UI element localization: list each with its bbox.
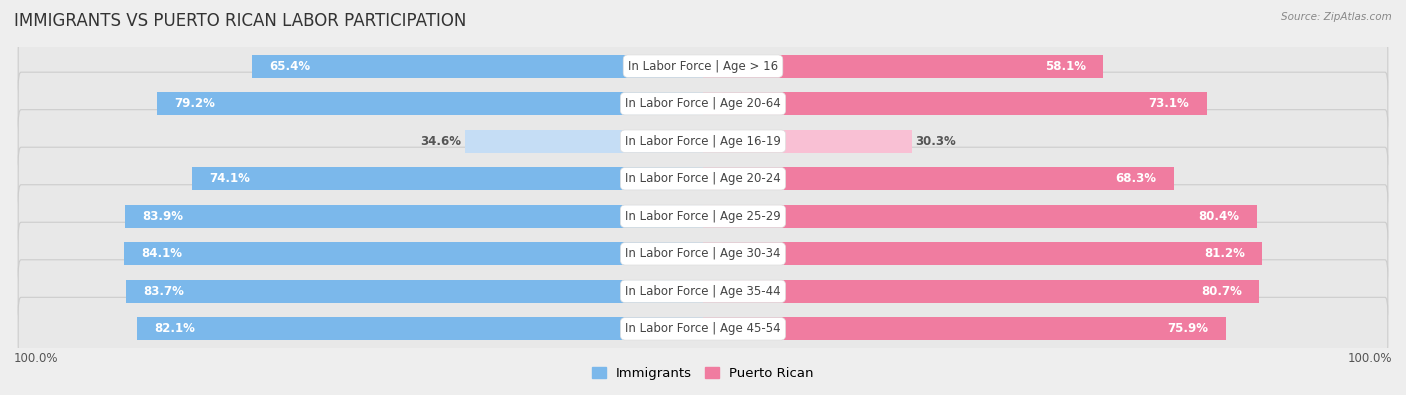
Text: 80.4%: 80.4% xyxy=(1199,210,1240,223)
Text: In Labor Force | Age 45-54: In Labor Force | Age 45-54 xyxy=(626,322,780,335)
Text: In Labor Force | Age 35-44: In Labor Force | Age 35-44 xyxy=(626,285,780,298)
Bar xyxy=(157,92,703,115)
Text: 73.1%: 73.1% xyxy=(1149,97,1189,110)
FancyBboxPatch shape xyxy=(18,110,1388,173)
Text: 81.2%: 81.2% xyxy=(1205,247,1246,260)
FancyBboxPatch shape xyxy=(18,147,1388,210)
Text: 80.7%: 80.7% xyxy=(1201,285,1241,298)
Bar xyxy=(124,242,703,265)
Text: In Labor Force | Age 25-29: In Labor Force | Age 25-29 xyxy=(626,210,780,223)
Text: 84.1%: 84.1% xyxy=(141,247,181,260)
Legend: Immigrants, Puerto Rican: Immigrants, Puerto Rican xyxy=(592,367,814,380)
Bar xyxy=(138,317,703,340)
Text: Source: ZipAtlas.com: Source: ZipAtlas.com xyxy=(1281,12,1392,22)
FancyBboxPatch shape xyxy=(18,185,1388,248)
Text: 65.4%: 65.4% xyxy=(270,60,311,73)
Text: 58.1%: 58.1% xyxy=(1045,60,1085,73)
Bar xyxy=(193,167,703,190)
Text: In Labor Force | Age 16-19: In Labor Force | Age 16-19 xyxy=(626,135,780,148)
Bar xyxy=(253,55,703,78)
Text: 83.7%: 83.7% xyxy=(143,285,184,298)
FancyBboxPatch shape xyxy=(18,72,1388,135)
FancyBboxPatch shape xyxy=(18,35,1388,98)
Bar xyxy=(703,317,1226,340)
Text: In Labor Force | Age 20-64: In Labor Force | Age 20-64 xyxy=(626,97,780,110)
FancyBboxPatch shape xyxy=(18,222,1388,285)
Text: 34.6%: 34.6% xyxy=(420,135,461,148)
Bar xyxy=(464,130,703,153)
Text: 82.1%: 82.1% xyxy=(155,322,195,335)
Text: In Labor Force | Age 30-34: In Labor Force | Age 30-34 xyxy=(626,247,780,260)
Text: In Labor Force | Age 20-24: In Labor Force | Age 20-24 xyxy=(626,172,780,185)
Bar xyxy=(703,167,1174,190)
Text: 79.2%: 79.2% xyxy=(174,97,215,110)
Bar xyxy=(703,130,911,153)
Text: 100.0%: 100.0% xyxy=(1347,352,1392,365)
Text: 83.9%: 83.9% xyxy=(142,210,183,223)
Bar xyxy=(127,280,703,303)
Bar xyxy=(703,280,1258,303)
Text: 74.1%: 74.1% xyxy=(209,172,250,185)
Text: 100.0%: 100.0% xyxy=(14,352,59,365)
Bar xyxy=(703,242,1263,265)
Bar xyxy=(703,92,1206,115)
Text: IMMIGRANTS VS PUERTO RICAN LABOR PARTICIPATION: IMMIGRANTS VS PUERTO RICAN LABOR PARTICI… xyxy=(14,12,467,30)
Text: 75.9%: 75.9% xyxy=(1167,322,1209,335)
Text: 68.3%: 68.3% xyxy=(1115,172,1156,185)
FancyBboxPatch shape xyxy=(18,260,1388,323)
Bar xyxy=(703,205,1257,228)
Text: In Labor Force | Age > 16: In Labor Force | Age > 16 xyxy=(628,60,778,73)
Bar xyxy=(125,205,703,228)
Bar xyxy=(703,55,1104,78)
Text: 30.3%: 30.3% xyxy=(915,135,956,148)
FancyBboxPatch shape xyxy=(18,297,1388,360)
